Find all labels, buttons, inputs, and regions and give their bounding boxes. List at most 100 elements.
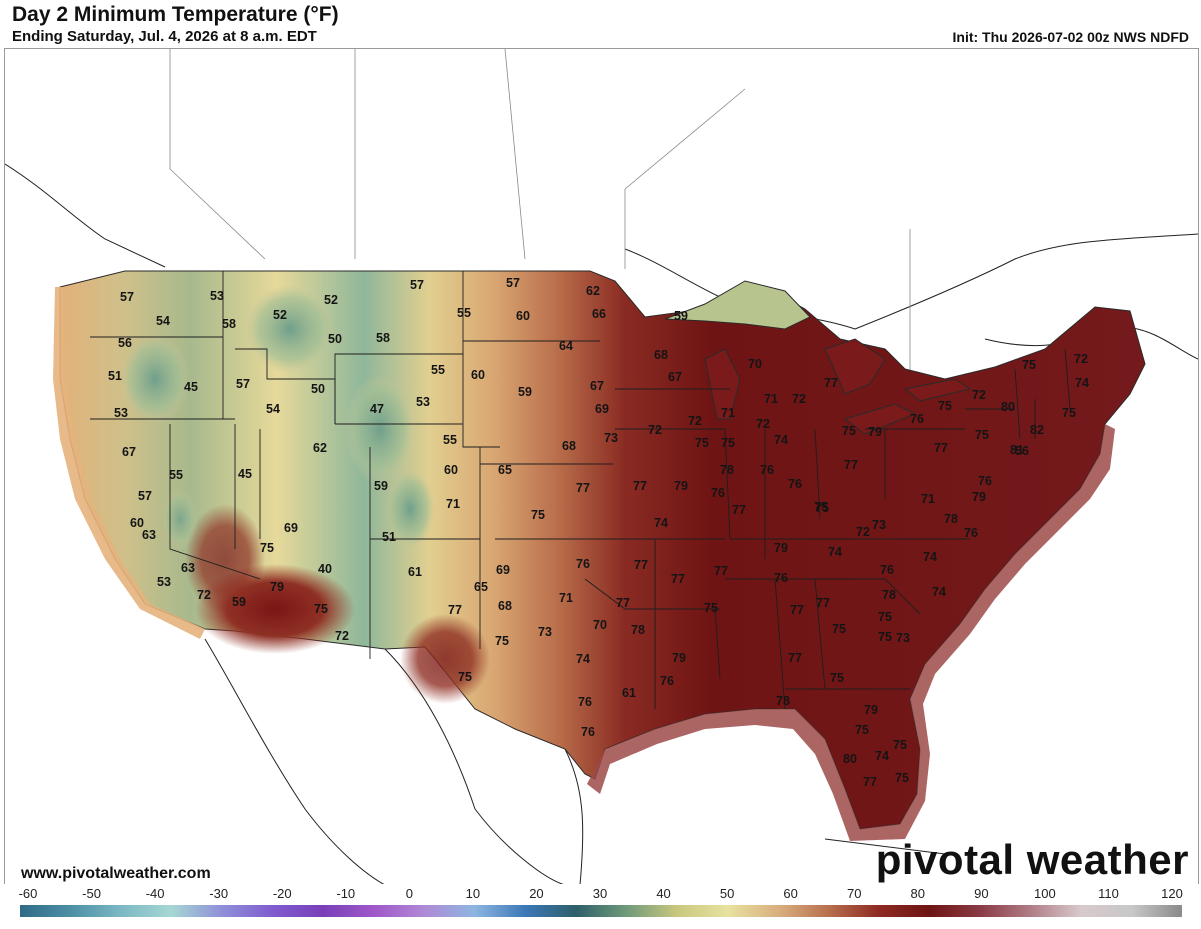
scale-tick: -30 [209, 886, 229, 901]
temp-label: 69 [284, 521, 298, 535]
temp-label: 40 [318, 562, 332, 576]
temp-label: 77 [863, 775, 877, 789]
temp-label: 74 [1075, 376, 1089, 390]
temp-label: 76 [581, 725, 595, 739]
temp-label: 78 [944, 512, 958, 526]
brand-logo: pivotal weather [875, 836, 1189, 883]
temp-label: 45 [184, 380, 198, 394]
temp-label: 50 [311, 382, 325, 396]
map-canvas: 57 53 54 58 52 52 57 57 62 56 51 45 57 50 58 55 60 66 64 59… [5, 49, 1198, 885]
temp-label: 63 [181, 561, 195, 575]
temp-label: 75 [893, 738, 907, 752]
temp-label: 79 [868, 425, 882, 439]
temp-label: 77 [633, 479, 647, 493]
temp-label: 63 [142, 528, 156, 542]
scale-ticks: -60 -50 -40 -30 -20 -10 0 10 20 30 40 50 60 70 80 90 100… [0, 884, 1201, 904]
scale-tick: 110 [1098, 886, 1119, 901]
temp-label: 57 [236, 377, 250, 391]
temp-label: 77 [634, 558, 648, 572]
temp-label: 73 [872, 518, 886, 532]
temp-label: 69 [496, 563, 510, 577]
temp-label: 74 [828, 545, 842, 559]
color-scale: -60 -50 -40 -30 -20 -10 0 10 20 30 40 50 60 70 80 90 100… [0, 884, 1201, 929]
temp-label: 72 [688, 414, 702, 428]
temp-label: 61 [622, 686, 636, 700]
scale-tick: -20 [272, 886, 292, 901]
scale-tick: -60 [18, 886, 38, 901]
temp-label: 77 [816, 596, 830, 610]
temp-label: 55 [431, 363, 445, 377]
temp-label: 58 [222, 317, 236, 331]
temp-label: 52 [273, 308, 287, 322]
temp-label: 76 [576, 557, 590, 571]
temp-label: 67 [668, 370, 682, 384]
scale-tick: 10 [465, 886, 481, 901]
temp-label: 77 [616, 596, 630, 610]
temp-label: 53 [416, 395, 430, 409]
temp-label: 73 [604, 431, 618, 445]
scale-tick: 50 [719, 886, 735, 901]
temp-label: 55 [169, 468, 183, 482]
temp-label: 47 [370, 402, 384, 416]
temp-label: 71 [446, 497, 460, 511]
temp-label: 57 [138, 489, 152, 503]
temp-label: 74 [875, 749, 889, 763]
scale-tick: -10 [336, 886, 356, 901]
temp-label: 53 [210, 289, 224, 303]
temp-label: 76 [660, 674, 674, 688]
scale-tick: 30 [592, 886, 608, 901]
temp-label: 66 [592, 307, 606, 321]
scale-bar [20, 905, 1182, 917]
temp-label: 75 [721, 436, 735, 450]
valid-time: Ending Saturday, Jul. 4, 2026 at 8 a.m. … [12, 28, 317, 45]
temp-label: 78 [776, 694, 790, 708]
scale-tick: 80 [910, 886, 925, 901]
temp-label: 51 [108, 369, 122, 383]
scale-tick: -40 [145, 886, 165, 901]
temp-label: 79 [972, 490, 986, 504]
scale-tick: -50 [82, 886, 101, 901]
temp-label: 76 [788, 477, 802, 491]
temp-label: 75 [878, 630, 892, 644]
temp-label: 57 [506, 276, 520, 290]
scale-tick: 120 [1161, 886, 1183, 901]
temp-label: 45 [238, 467, 252, 481]
scale-tick: 90 [974, 886, 989, 901]
temp-label: 74 [654, 516, 668, 530]
scale-tick: 0 [405, 886, 413, 901]
temp-label: 77 [934, 441, 948, 455]
temp-label: 71 [764, 392, 778, 406]
temp-label: 57 [410, 278, 424, 292]
temp-label: 77 [788, 651, 802, 665]
temp-label: 80 [843, 752, 857, 766]
temp-label: 75 [695, 436, 709, 450]
temp-label: 59 [232, 595, 246, 609]
temp-label: 82 [1030, 423, 1044, 437]
temperature-map[interactable]: 57 53 54 58 52 52 57 57 62 56 51 45 57 50 58 55 60 66 64 59… [4, 48, 1199, 886]
temp-label: 56 [118, 336, 132, 350]
temp-label: 81 [1010, 443, 1024, 457]
temp-label: 55 [443, 433, 457, 447]
temp-label: 68 [562, 439, 576, 453]
temp-label: 78 [5, 49, 12, 52]
temp-label: 75 [842, 424, 856, 438]
temp-label: 75 [975, 428, 989, 442]
temp-label: 79 [864, 703, 878, 717]
temp-label: 72 [197, 588, 211, 602]
temp-label: 77 [824, 376, 838, 390]
temp-label: 71 [559, 591, 573, 605]
temp-label: 76 [774, 571, 788, 585]
header: Day 2 Minimum Temperature (°F) Ending Sa… [0, 0, 1201, 48]
temp-label: 50 [328, 332, 342, 346]
temp-label: 67 [590, 379, 604, 393]
temp-label: 76 [910, 412, 924, 426]
temp-label: 62 [313, 441, 327, 455]
temp-label: 77 [714, 564, 728, 578]
temp-label: 79 [774, 541, 788, 555]
temp-label: 78 [882, 588, 896, 602]
temp-label: 72 [972, 388, 986, 402]
temp-label: 68 [498, 599, 512, 613]
temp-label: 72 [648, 423, 662, 437]
temp-label: 54 [266, 402, 280, 416]
site-url[interactable]: www.pivotalweather.com [21, 865, 211, 882]
